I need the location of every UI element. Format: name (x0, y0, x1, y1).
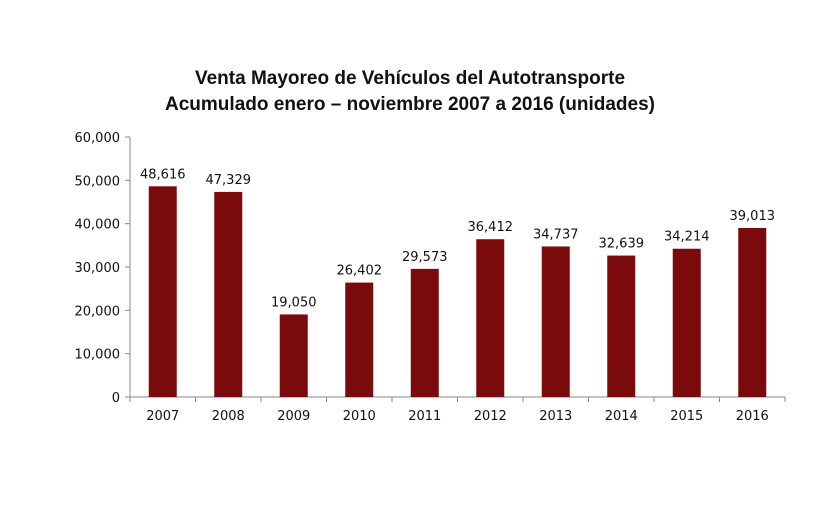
y-tick-label: 0 (112, 391, 120, 406)
x-tick-label-2014: 2014 (605, 409, 638, 424)
bar-2011 (410, 268, 439, 397)
bar-2016 (738, 227, 767, 397)
x-tick-label-2009: 2009 (277, 409, 310, 424)
x-tick-label-2015: 2015 (670, 409, 703, 424)
y-tick-label: 30,000 (75, 261, 121, 276)
y-tick-label: 40,000 (75, 218, 121, 233)
x-tick-label-2016: 2016 (736, 409, 769, 424)
y-tick-label: 60,000 (75, 131, 121, 146)
y-tick-label: 50,000 (75, 174, 121, 189)
x-tick-label-2012: 2012 (474, 409, 507, 424)
bar-2015 (672, 248, 701, 397)
data-label-2008: 47,329 (206, 173, 252, 188)
x-tick-label-2010: 2010 (343, 409, 376, 424)
bar-2014 (607, 255, 636, 397)
x-tick-label-2007: 2007 (146, 409, 179, 424)
bar-2010 (345, 282, 374, 397)
data-label-2016: 39,013 (730, 209, 776, 224)
bar-2012 (476, 239, 505, 397)
data-label-2010: 26,402 (337, 264, 383, 279)
data-label-2015: 34,214 (664, 230, 710, 245)
data-label-2013: 34,737 (533, 227, 579, 242)
x-tick-label-2013: 2013 (539, 409, 572, 424)
chart-subtitle: Acumulado enero – noviembre 2007 a 2016 … (165, 94, 655, 115)
bar-2008 (214, 191, 243, 397)
data-label-2014: 32,639 (599, 237, 645, 252)
data-label-2007: 48,616 (140, 167, 186, 182)
chart-title: Venta Mayoreo de Vehículos del Autotrans… (194, 68, 626, 89)
y-tick-label: 10,000 (75, 348, 121, 363)
bar-2009 (279, 314, 308, 397)
x-tick-label-2008: 2008 (212, 409, 245, 424)
bar-2007 (148, 186, 177, 397)
x-tick-label-2011: 2011 (408, 409, 441, 424)
data-label-2012: 36,412 (468, 220, 514, 235)
bar-2013 (541, 246, 570, 397)
y-tick-label: 20,000 (75, 304, 121, 319)
data-label-2011: 29,573 (402, 250, 448, 265)
chart-title-block: Venta Mayoreo de Vehículos del Autotrans… (0, 66, 820, 118)
data-label-2009: 19,050 (271, 295, 317, 310)
